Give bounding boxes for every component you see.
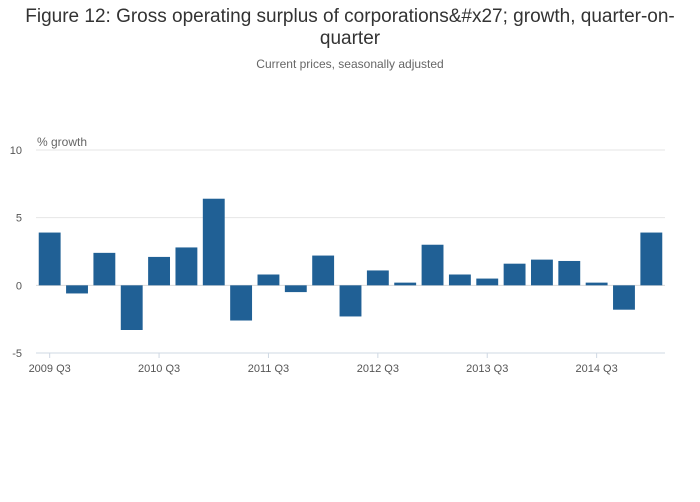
y-tick-label: 10 (10, 145, 22, 157)
bar (230, 285, 253, 321)
x-tick-label: 2010 Q3 (138, 363, 180, 375)
y-tick-label: -5 (12, 348, 22, 360)
bar (284, 285, 307, 293)
bar (202, 198, 225, 286)
bar (175, 247, 198, 286)
bars (38, 198, 663, 330)
bar (421, 244, 444, 286)
bar (257, 274, 280, 286)
bar (503, 263, 526, 286)
x-tick-label: 2012 Q3 (357, 363, 399, 375)
bar (148, 256, 171, 286)
bar (339, 285, 362, 317)
y-tick-label: 5 (16, 213, 22, 225)
bar (120, 285, 143, 330)
bar (613, 285, 635, 310)
y-tick-labels: -5 0 5 10 (10, 145, 22, 360)
x-tick-label: 2011 Q3 (248, 363, 289, 375)
x-tick-label: 2013 Q3 (466, 363, 508, 375)
bar (640, 232, 663, 286)
x-tick-labels: 2009 Q3 2010 Q3 2011 Q3 2012 Q3 2013 Q3 2014 … (29, 353, 618, 375)
x-tick-label: 2014 Q3 (576, 363, 618, 375)
bar (448, 274, 471, 286)
bar (93, 252, 116, 286)
bar (312, 255, 335, 286)
bar (530, 259, 553, 286)
y-tick-label: 0 (16, 280, 22, 292)
bar (394, 282, 417, 286)
bar (66, 285, 88, 294)
bar (38, 232, 61, 286)
bar (558, 260, 581, 286)
y-axis-label: % growth (37, 135, 87, 149)
bar (476, 278, 499, 286)
bar (366, 270, 389, 286)
bar (585, 282, 608, 286)
x-tick-label: 2009 Q3 (29, 363, 71, 375)
chart-subtitle: Current prices, seasonally adjusted (256, 57, 444, 71)
chart-title: Figure 12: Gross operating surplus of co… (25, 6, 675, 49)
